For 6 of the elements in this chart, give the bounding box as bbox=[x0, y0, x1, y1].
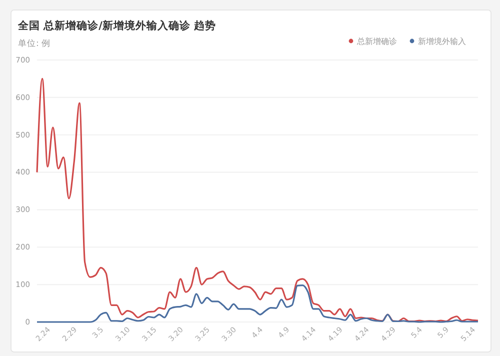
legend-label: 新增境外输入 bbox=[418, 37, 466, 46]
legend-label: 总新增确诊 bbox=[356, 37, 397, 46]
line-series bbox=[36, 78, 479, 322]
line-series bbox=[36, 284, 479, 323]
chart-title: 全国 总新增确诊/新增境外输入确诊 趋势 bbox=[17, 19, 216, 32]
chart-subtitle: 单位: 例 bbox=[18, 38, 51, 49]
